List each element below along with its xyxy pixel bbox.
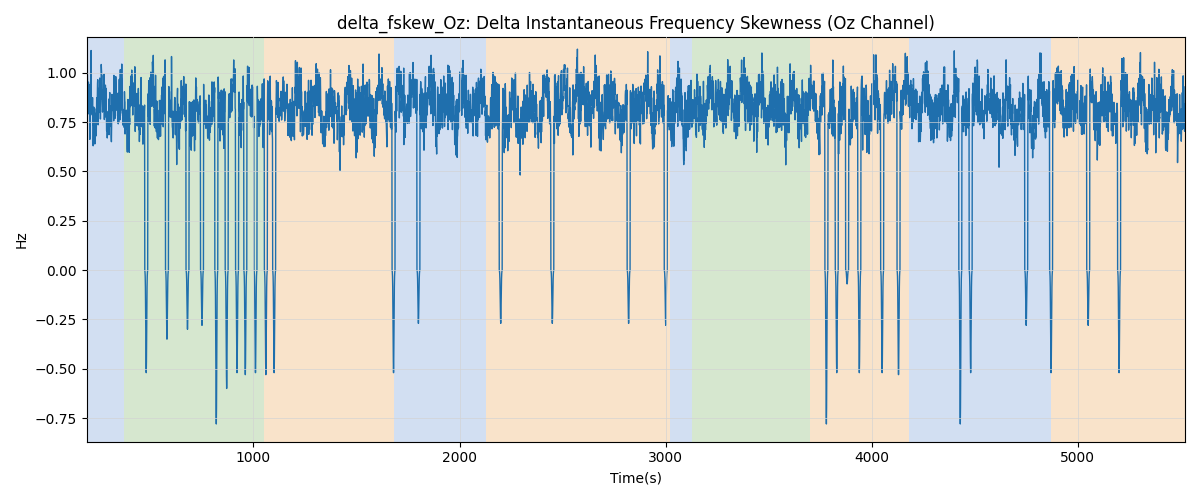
Bar [486,38,670,442]
X-axis label: Time(s): Time(s) [610,471,661,485]
Bar [810,38,908,442]
Bar [692,38,810,442]
Bar [908,38,1051,442]
Bar [264,38,394,442]
Bar [86,38,124,442]
Bar [124,38,264,442]
Bar [394,38,486,442]
Title: delta_fskew_Oz: Delta Instantaneous Frequency Skewness (Oz Channel): delta_fskew_Oz: Delta Instantaneous Freq… [337,15,935,34]
Y-axis label: Hz: Hz [14,230,29,248]
Bar [670,38,692,442]
Bar [1051,38,1184,442]
